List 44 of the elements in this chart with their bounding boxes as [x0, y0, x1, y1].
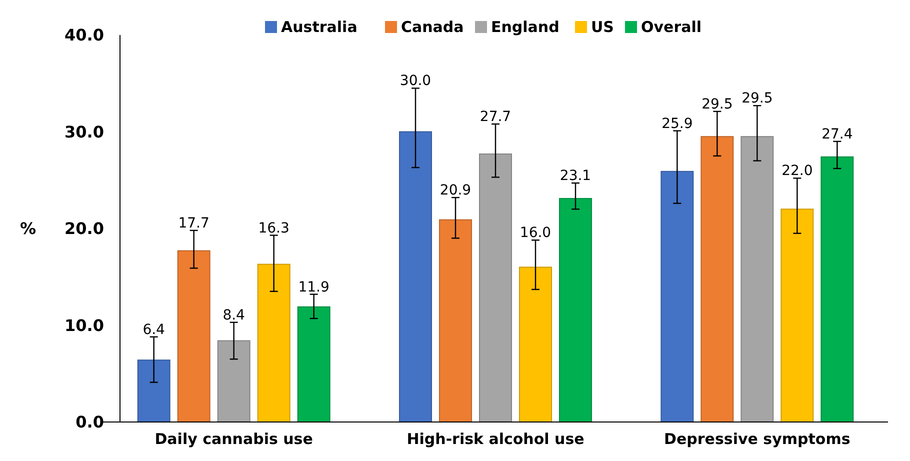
- y-axis-title: %: [20, 219, 36, 238]
- legend-label: Australia: [281, 18, 358, 36]
- data-label: 27.7: [480, 109, 512, 126]
- bar: [297, 306, 330, 422]
- bar: [439, 219, 472, 422]
- bar: [660, 170, 694, 422]
- bar: [137, 360, 170, 422]
- legend-label: Overall: [641, 18, 702, 36]
- x-tick-label: Daily cannabis use: [154, 430, 313, 448]
- bar: [177, 250, 210, 422]
- data-label: 22.0: [782, 163, 813, 180]
- bar: [519, 266, 552, 422]
- bar: [740, 136, 774, 422]
- y-tick-label: 10.0: [64, 316, 104, 335]
- bar: [820, 156, 854, 422]
- data-label: 25.9: [662, 116, 693, 132]
- y-tick-label: 20.0: [64, 219, 104, 238]
- x-tick-label: High-risk alcohol use: [406, 430, 584, 448]
- data-label: 29.5: [742, 90, 773, 107]
- data-label: 20.9: [440, 182, 472, 199]
- data-label: 16.3: [258, 220, 290, 236]
- data-label: 17.7: [178, 215, 210, 232]
- legend-label: England: [491, 18, 560, 36]
- y-tick-label: 30.0: [64, 122, 104, 142]
- x-tick-label: Depressive symptoms: [664, 430, 850, 448]
- bar: [257, 264, 290, 422]
- bar: [399, 131, 432, 422]
- data-label: 30.0: [400, 73, 432, 90]
- bar: [700, 136, 734, 422]
- bar: [780, 208, 814, 422]
- data-label: 6.4: [142, 322, 166, 338]
- y-tick-label: 0.0: [76, 412, 104, 432]
- bar: [217, 340, 250, 422]
- y-tick-label: 40.0: [64, 26, 104, 45]
- data-label: 16.0: [520, 225, 552, 242]
- data-label: 23.1: [560, 168, 592, 184]
- data-label: 8.4: [222, 307, 246, 324]
- data-label: 29.5: [702, 96, 733, 112]
- legend-label: US: [591, 18, 614, 36]
- data-label: 27.4: [822, 126, 853, 142]
- legend-label: Canada: [401, 18, 464, 36]
- bar: [479, 154, 512, 422]
- bar: [559, 198, 592, 422]
- data-label: 11.9: [298, 279, 330, 296]
